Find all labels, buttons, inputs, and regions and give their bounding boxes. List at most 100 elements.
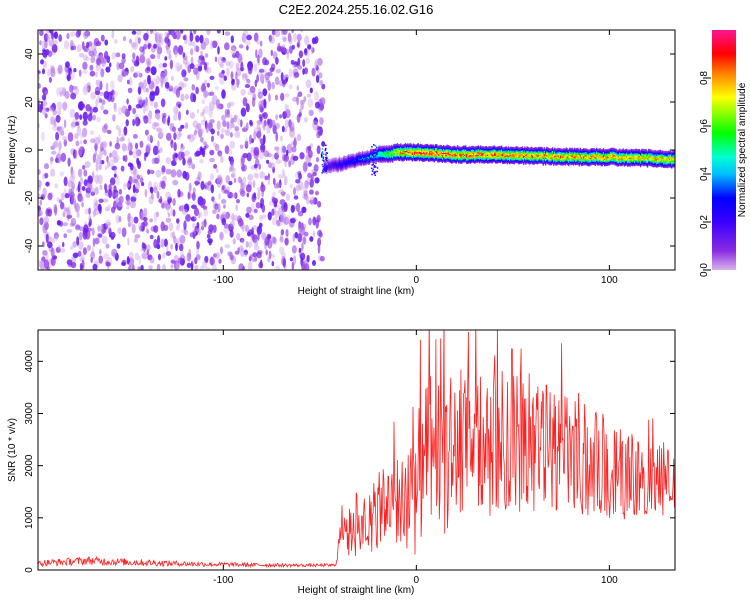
- signal-cell: [520, 149, 522, 151]
- signal-cell: [566, 157, 569, 159]
- noise-cell: [165, 251, 172, 256]
- noise-cell: [79, 195, 84, 203]
- signal-cell: [455, 161, 458, 163]
- signal-cell: [544, 151, 547, 154]
- noise-cell: [175, 87, 181, 98]
- noise-cell: [78, 146, 85, 156]
- signal-cell: [388, 147, 390, 149]
- noise-cell: [293, 72, 300, 78]
- noise-cell: [320, 255, 325, 262]
- signal-cell: [425, 157, 427, 159]
- signal-cell: [382, 159, 385, 162]
- signal-cell: [323, 164, 326, 167]
- noise-cell: [218, 72, 225, 78]
- signal-cell: [392, 154, 394, 156]
- signal-cell: [441, 156, 444, 159]
- signal-cell: [522, 149, 525, 151]
- noise-cell: [195, 45, 200, 53]
- signal-cell: [562, 152, 564, 154]
- signal-cell: [404, 151, 407, 154]
- signal-cell: [469, 157, 471, 160]
- signal-cell: [324, 164, 327, 167]
- signal-cell: [439, 152, 441, 155]
- signal-cell: [522, 153, 525, 155]
- signal-cell: [560, 161, 562, 164]
- signal-cell: [392, 146, 394, 149]
- signal-cell: [556, 157, 558, 159]
- signal-cell: [518, 160, 520, 163]
- signal-cell: [531, 158, 533, 161]
- noise-cell: [110, 80, 115, 90]
- noise-cell: [110, 184, 115, 193]
- signal-cell: [447, 160, 449, 162]
- signal-cell: [513, 157, 515, 159]
- signal-cell: [541, 151, 543, 153]
- signal-cell: [496, 157, 498, 160]
- noise-cell: [293, 187, 296, 196]
- signal-cell: [439, 154, 441, 157]
- signal-cell: [336, 159, 338, 161]
- signal-cell: [458, 153, 460, 155]
- signal-cell: [522, 154, 525, 157]
- signal-cell: [470, 153, 473, 156]
- noise-cell: [110, 235, 115, 240]
- signal-cell: [556, 152, 558, 155]
- signal-cell: [477, 149, 480, 152]
- signal-cell: [359, 162, 361, 165]
- noise-cell: [95, 157, 101, 165]
- signal-cell: [518, 154, 520, 156]
- noise-cell: [50, 157, 54, 162]
- signal-cell: [441, 160, 444, 162]
- signal-cell: [326, 161, 328, 163]
- signal-cell: [495, 153, 497, 155]
- signal-cell: [458, 160, 460, 163]
- signal-cell: [343, 161, 345, 164]
- signal-cell: [560, 162, 562, 165]
- signal-cell: [541, 159, 543, 161]
- signal-cell: [572, 155, 575, 157]
- signal-cell: [426, 148, 429, 150]
- noise-cell: [221, 211, 227, 216]
- noise-cell: [77, 168, 83, 178]
- signal-cell: [368, 160, 371, 163]
- signal-cell: [448, 147, 451, 150]
- signal-cell: [477, 156, 480, 158]
- signal-cell: [338, 157, 341, 159]
- signal-cell: [572, 158, 575, 161]
- noise-cell: [167, 196, 173, 204]
- signal-cell: [514, 148, 517, 151]
- signal-cell: [497, 158, 499, 160]
- signal-cell: [360, 155, 363, 157]
- noise-cell: [149, 186, 154, 194]
- signal-cell: [518, 157, 520, 159]
- signal-cell: [397, 147, 400, 149]
- signal-cell: [539, 150, 541, 152]
- signal-cell: [564, 160, 566, 163]
- noise-cell: [160, 98, 166, 108]
- signal-cell: [498, 153, 500, 156]
- signal-cell: [566, 161, 569, 164]
- signal-cell: [509, 149, 511, 152]
- signal-cell: [353, 154, 356, 156]
- signal-cell: [410, 150, 412, 152]
- signal-cell: [493, 146, 496, 149]
- signal-cell: [342, 169, 344, 172]
- signal-cell: [429, 151, 431, 153]
- signal-cell: [349, 165, 351, 167]
- signal-cell: [539, 153, 541, 155]
- signal-cell: [407, 147, 409, 150]
- signal-cell: [455, 162, 458, 164]
- signal-cell: [402, 157, 404, 160]
- noise-cell: [101, 236, 108, 245]
- noise-cell: [96, 116, 101, 123]
- signal-cell: [542, 153, 544, 155]
- signal-cell: [517, 161, 519, 164]
- signal-cell: [485, 150, 488, 152]
- signal-cell: [372, 152, 374, 154]
- noise-cell: [161, 78, 166, 85]
- noise-cell: [286, 52, 290, 60]
- noise-cell: [293, 136, 297, 145]
- signal-cell: [549, 150, 551, 153]
- signal-cell: [341, 167, 343, 169]
- signal-cell: [401, 145, 403, 148]
